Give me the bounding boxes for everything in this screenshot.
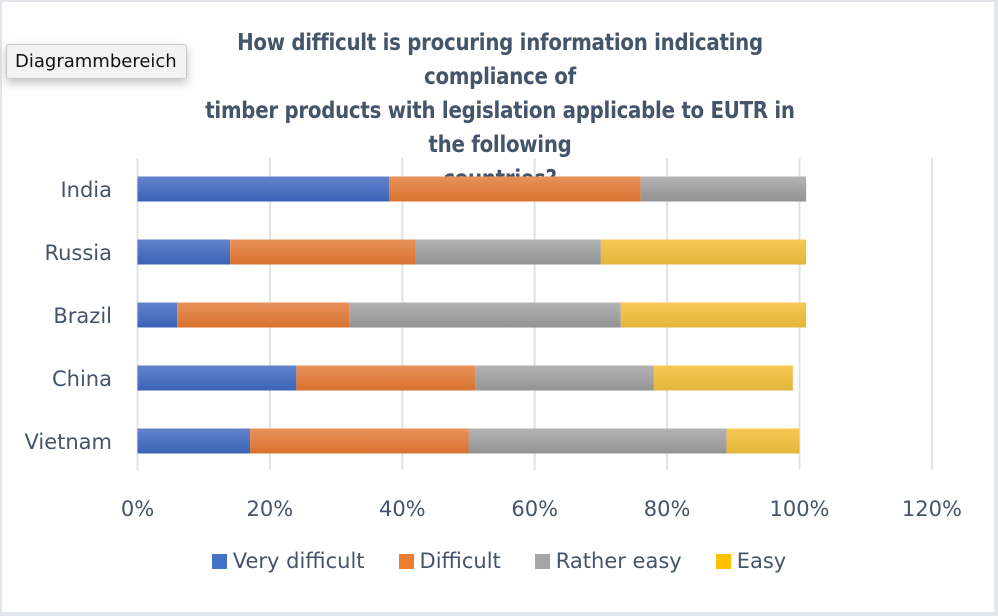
bar-segment-china-easy[interactable] [653,365,793,391]
category-label: Vietnam [24,430,112,454]
bar-segment-vietnam-difficult[interactable] [250,428,469,454]
x-tick-label: 0% [121,497,154,521]
x-tick-label: 60% [511,497,558,521]
bar-segment-brazil-difficult[interactable] [177,302,350,328]
category-label: Brazil [53,304,112,328]
legend-item[interactable]: Difficult [398,549,501,573]
x-tick-label: 40% [379,497,426,521]
bars [137,176,807,454]
bar-segment-china-rather-easy[interactable] [475,365,654,391]
category-label: China [52,367,112,391]
legend-item[interactable]: Very difficult [211,549,365,573]
bar-segment-brazil-very-difficult[interactable] [137,302,178,328]
legend-label: Rather easy [555,549,682,573]
bar-segment-russia-rather-easy[interactable] [415,239,601,265]
x-tick-label: 120% [902,497,962,521]
bar-segment-china-very-difficult[interactable] [137,365,297,391]
legend-item[interactable]: Easy [715,549,787,573]
x-tick-label: 100% [769,497,829,521]
bar-segment-india-difficult[interactable] [389,176,641,202]
legend-label: Very difficult [232,549,365,573]
bar-segment-vietnam-very-difficult[interactable] [137,428,251,454]
bar-segment-brazil-rather-easy[interactable] [349,302,621,328]
legend-swatch [398,553,414,569]
bar-segment-china-difficult[interactable] [296,365,476,391]
bar-segment-india-very-difficult[interactable] [137,176,390,202]
legend-item[interactable]: Rather easy [534,549,682,573]
x-tick-labels: 0% 20% 40% 60% 80% 100% 120% [121,497,962,521]
bar-segment-russia-easy[interactable] [600,239,807,265]
chart-title-line: timber products with legislation applica… [205,98,795,158]
chart-area-tooltip: Diagrammbereich [6,44,187,79]
legend-swatch [715,553,731,569]
x-tick-label: 20% [247,497,294,521]
bar-segment-brazil-easy[interactable] [620,302,807,328]
category-label: India [60,178,112,202]
category-label: Russia [44,241,112,265]
legend: Very difficult Difficult Rather easy Easy [0,549,998,573]
bar-segment-vietnam-easy[interactable] [726,428,800,454]
category-labels: India Russia Brazil China Vietnam [24,178,112,454]
chart-title-line: How difficult is procuring information i… [237,30,763,90]
x-tick-label: 80% [644,497,691,521]
bar-segment-russia-difficult[interactable] [230,239,416,265]
legend-swatch [534,553,550,569]
bar-segment-vietnam-rather-easy[interactable] [468,428,727,454]
bar-segment-india-rather-easy[interactable] [640,176,807,202]
legend-swatch [211,553,227,569]
bar-segment-russia-very-difficult[interactable] [137,239,231,265]
legend-label: Difficult [419,549,501,573]
legend-label: Easy [736,549,787,573]
